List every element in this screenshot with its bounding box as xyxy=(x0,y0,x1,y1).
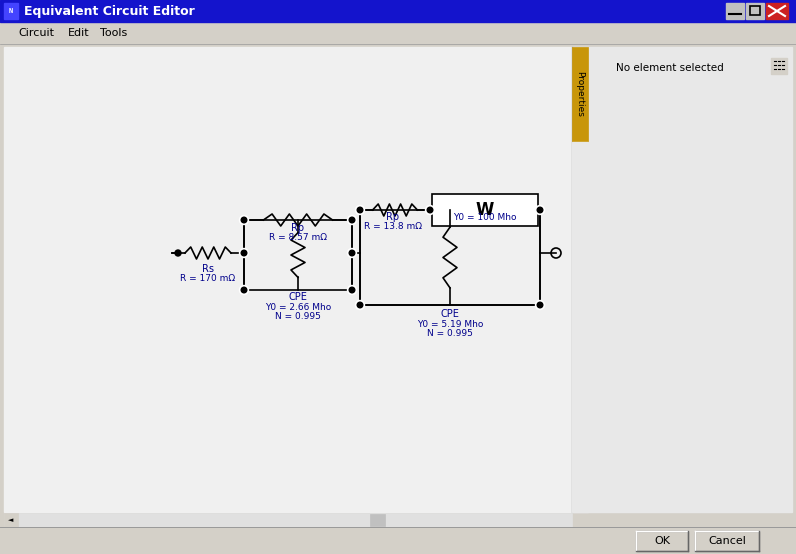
Circle shape xyxy=(349,217,355,223)
Circle shape xyxy=(536,206,544,214)
Text: N = 0.995: N = 0.995 xyxy=(427,329,473,338)
Bar xyxy=(572,142,588,512)
Bar xyxy=(0,0,796,22)
Text: Y0 = 5.19 Mho: Y0 = 5.19 Mho xyxy=(417,320,483,329)
Circle shape xyxy=(356,206,365,214)
Circle shape xyxy=(536,300,544,310)
Text: Equivalent Circuit Editor: Equivalent Circuit Editor xyxy=(24,4,195,18)
Circle shape xyxy=(537,302,543,308)
Text: Rs: Rs xyxy=(202,264,214,274)
Bar xyxy=(4,513,572,527)
Text: Tools: Tools xyxy=(100,28,127,38)
Bar xyxy=(360,210,540,305)
Text: Circuit: Circuit xyxy=(18,28,54,38)
Circle shape xyxy=(175,250,181,256)
Circle shape xyxy=(241,217,247,223)
Circle shape xyxy=(357,207,363,213)
Circle shape xyxy=(349,287,355,293)
Bar xyxy=(4,47,572,512)
Bar xyxy=(572,47,792,512)
Circle shape xyxy=(241,287,247,293)
Text: Y0 = 100 Mho: Y0 = 100 Mho xyxy=(453,213,517,222)
Bar xyxy=(771,58,787,74)
Bar xyxy=(750,6,760,15)
Text: Edit: Edit xyxy=(68,28,90,38)
Text: CPE: CPE xyxy=(289,292,307,302)
Circle shape xyxy=(240,285,248,295)
Circle shape xyxy=(537,207,543,213)
Text: Y0 = 2.66 Mho: Y0 = 2.66 Mho xyxy=(265,303,331,312)
Circle shape xyxy=(348,285,357,295)
Circle shape xyxy=(348,216,357,224)
Text: W: W xyxy=(476,201,494,219)
Circle shape xyxy=(241,250,247,256)
Circle shape xyxy=(357,302,363,308)
Bar xyxy=(432,194,538,226)
Bar xyxy=(4,513,18,527)
Text: R = 8.57 mΩ: R = 8.57 mΩ xyxy=(269,233,327,242)
Circle shape xyxy=(426,206,435,214)
Circle shape xyxy=(240,249,248,258)
Text: Rp: Rp xyxy=(291,223,305,233)
Circle shape xyxy=(427,207,433,213)
Bar xyxy=(695,531,759,551)
Circle shape xyxy=(349,250,355,256)
Text: CPE: CPE xyxy=(440,309,459,319)
Bar xyxy=(766,3,788,19)
Bar xyxy=(0,527,796,554)
Text: R = 13.8 mΩ: R = 13.8 mΩ xyxy=(364,222,422,231)
Text: Cancel: Cancel xyxy=(708,536,746,546)
Text: Rp: Rp xyxy=(386,212,400,222)
Text: No element selected: No element selected xyxy=(616,63,724,73)
Text: N: N xyxy=(9,8,13,14)
Bar xyxy=(244,220,352,290)
Text: Properties: Properties xyxy=(576,71,584,117)
Bar xyxy=(0,22,796,44)
Text: N = 0.995: N = 0.995 xyxy=(275,312,321,321)
Text: OK: OK xyxy=(654,536,670,546)
Circle shape xyxy=(348,249,357,258)
Bar xyxy=(726,3,744,19)
Bar xyxy=(4,3,18,19)
Bar xyxy=(370,514,385,526)
Circle shape xyxy=(356,300,365,310)
Circle shape xyxy=(240,216,248,224)
Bar xyxy=(572,47,588,142)
Text: R = 170 mΩ: R = 170 mΩ xyxy=(181,274,236,283)
Bar xyxy=(636,531,688,551)
Text: ◄: ◄ xyxy=(8,517,14,523)
Bar xyxy=(746,3,764,19)
